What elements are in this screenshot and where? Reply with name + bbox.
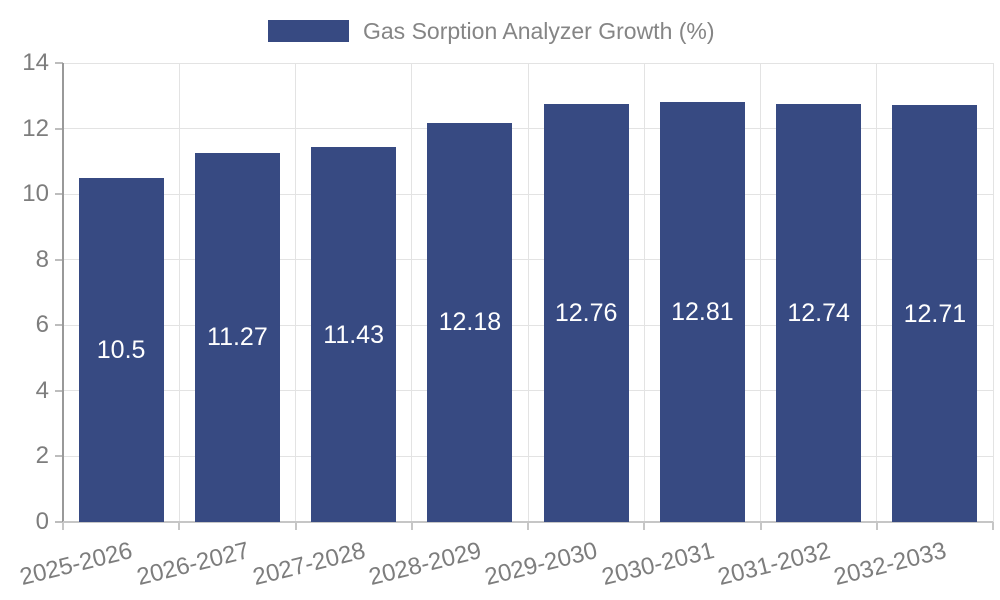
gridline-vertical <box>527 63 529 522</box>
x-tick-mark <box>62 522 64 530</box>
x-tick-label: 2030-2031 <box>598 537 717 591</box>
bar: 11.27 <box>194 152 280 522</box>
bar-value-label: 12.81 <box>671 298 734 326</box>
x-tick-mark <box>759 522 762 530</box>
gridline-vertical <box>876 63 878 522</box>
y-tick-mark <box>55 193 63 196</box>
x-tick-label: 2025-2026 <box>17 537 136 591</box>
bar-value-label: 12.76 <box>554 298 618 327</box>
y-tick-mark <box>55 62 63 64</box>
y-tick-label: 10 <box>22 180 49 208</box>
x-tick-label: 2031-2032 <box>715 537 833 591</box>
x-tick-mark <box>527 522 529 530</box>
y-axis-spine <box>62 63 64 522</box>
y-tick-mark <box>55 127 63 130</box>
bar: 11.43 <box>311 147 397 522</box>
bar: 12.74 <box>776 104 862 522</box>
bar: 12.71 <box>892 105 978 522</box>
bar: 12.18 <box>427 122 513 522</box>
y-tick-label: 12 <box>22 114 49 142</box>
x-tick-label: 2029-2030 <box>482 537 601 591</box>
y-tick-label: 6 <box>35 311 49 339</box>
bar-value-label: 10.5 <box>96 335 146 364</box>
x-tick-mark <box>178 522 181 530</box>
y-tick-mark <box>55 324 63 327</box>
x-tick-mark <box>643 522 646 530</box>
bar: 12.76 <box>543 103 629 522</box>
x-tick-label: 2027-2028 <box>250 537 368 591</box>
gridline-vertical <box>643 63 645 522</box>
y-tick-label: 2 <box>35 442 49 470</box>
y-tick-mark <box>55 389 63 392</box>
bar-value-label: 12.18 <box>438 308 502 337</box>
gridline-vertical <box>295 63 296 522</box>
gridline-vertical <box>411 63 413 522</box>
bar: 10.5 <box>78 177 164 522</box>
x-tick-mark <box>875 522 878 530</box>
gridline-vertical <box>760 63 761 522</box>
y-tick-label: 4 <box>35 376 49 404</box>
bar-value-label: 11.43 <box>323 320 384 349</box>
bar: 12.81 <box>659 102 745 522</box>
x-tick-mark <box>410 522 413 530</box>
y-tick-label: 8 <box>35 245 49 273</box>
y-tick-mark <box>55 455 63 458</box>
gridline-vertical <box>992 63 994 522</box>
legend: Gas Sorption Analyzer Growth (%) <box>268 18 715 44</box>
y-tick-label: 14 <box>22 49 49 76</box>
bar-value-label: 12.71 <box>903 299 967 328</box>
y-tick-mark <box>55 258 63 261</box>
gridline-vertical <box>178 63 180 522</box>
y-tick-mark <box>55 521 63 523</box>
bar-value-label: 12.74 <box>787 299 850 328</box>
x-axis-spine <box>63 521 993 523</box>
x-tick-label: 2028-2029 <box>366 537 485 591</box>
plot-area: 10.5 11.27 11.43 12.18 12.76 12.81 12.74 12.71 <box>55 62 994 530</box>
x-tick-label: 2032-2033 <box>831 537 950 591</box>
x-tick-mark <box>992 522 994 530</box>
bar-value-label: 11.27 <box>207 323 268 352</box>
legend-swatch <box>268 20 349 42</box>
x-tick-mark <box>294 522 297 530</box>
legend-label: Gas Sorption Analyzer Growth (%) <box>363 18 715 44</box>
x-tick-label: 2026-2027 <box>133 537 252 591</box>
y-tick-label: 0 <box>35 508 49 535</box>
